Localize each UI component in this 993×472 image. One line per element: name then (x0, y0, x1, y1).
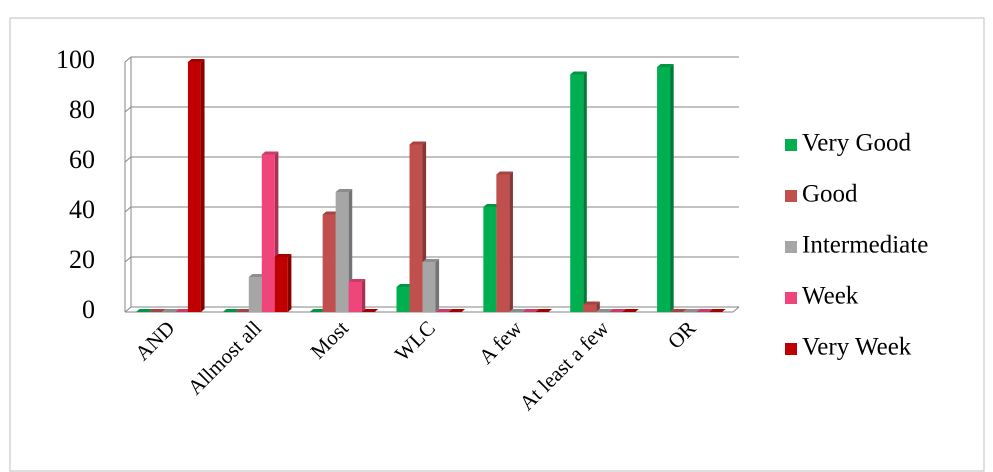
bar-top (522, 309, 539, 312)
grid-line-depth (124, 156, 132, 163)
grid-line-depth (124, 56, 132, 63)
bar-top (148, 309, 166, 312)
bar-side (670, 64, 674, 312)
bar-top (448, 309, 466, 312)
bar (657, 67, 671, 312)
bar-top (335, 189, 353, 192)
bar-top (496, 171, 513, 175)
bar (496, 174, 510, 312)
bar (335, 192, 349, 312)
bar (396, 287, 410, 312)
bar-top (509, 309, 526, 312)
bar-top (609, 309, 626, 312)
bar-top (657, 64, 674, 67)
bar (409, 144, 423, 312)
bar-top (696, 309, 713, 312)
bar-top (709, 309, 726, 312)
bar (248, 277, 262, 312)
legend-swatch (785, 343, 797, 355)
bar-top (422, 259, 440, 262)
bar-top (322, 211, 340, 215)
bar (583, 304, 597, 312)
bar-top (361, 309, 379, 312)
bar-side (583, 71, 587, 312)
bar-top (683, 309, 700, 312)
bar-top (161, 309, 179, 312)
y-tick-label: 40 (69, 195, 95, 224)
legend-label: Week (802, 283, 859, 310)
legend-label: Very Good (802, 130, 912, 157)
grid-line-depth (124, 206, 132, 213)
y-tick-label: 100 (56, 45, 95, 74)
bar-top (483, 204, 500, 207)
legend-label: Very Week (802, 334, 912, 361)
bar-top (309, 309, 327, 312)
bar-top (348, 279, 366, 282)
y-tick-label: 0 (82, 295, 95, 324)
bar (483, 207, 497, 312)
bar-top (396, 284, 414, 287)
bar-top (187, 59, 205, 62)
bar-top (409, 141, 427, 145)
bar-top (570, 71, 587, 75)
bar (422, 262, 436, 312)
grid-line-depth (124, 306, 132, 313)
bar-top (583, 301, 600, 305)
bar (348, 282, 362, 312)
grid-line-depth (124, 256, 132, 263)
bar-side (509, 171, 513, 312)
legend-swatch (785, 241, 797, 253)
bar-side (287, 254, 292, 312)
bar (322, 214, 336, 312)
legend-label: Intermediate (802, 232, 928, 259)
legend-swatch (785, 139, 797, 151)
legend-swatch (785, 292, 797, 304)
y-tick-label: 60 (69, 145, 95, 174)
bar-top (596, 309, 613, 312)
bar-top (622, 309, 639, 312)
bar-top (535, 309, 552, 312)
bar-side (200, 59, 205, 312)
bar-side (361, 279, 366, 312)
bar-top (274, 254, 292, 257)
bar-top (174, 309, 192, 312)
bar-top (135, 309, 153, 312)
bar-top (248, 274, 266, 277)
bar-side (435, 259, 440, 312)
bar (187, 62, 201, 312)
bar-top (235, 309, 253, 312)
legend-swatch (785, 190, 797, 202)
bar (570, 74, 584, 312)
bar-top (222, 309, 240, 312)
legend-label: Good (802, 181, 858, 208)
bar (261, 154, 275, 312)
bar-top (670, 309, 687, 312)
bar-top (261, 151, 279, 155)
grid-line-depth (124, 106, 132, 113)
y-tick-label: 20 (69, 245, 95, 274)
bar-side (596, 301, 600, 312)
bar-top (435, 309, 453, 312)
y-tick-label: 80 (69, 95, 95, 124)
bar (274, 257, 288, 312)
